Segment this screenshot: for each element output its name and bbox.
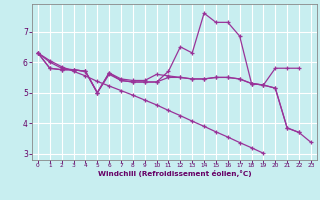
X-axis label: Windchill (Refroidissement éolien,°C): Windchill (Refroidissement éolien,°C) (98, 170, 251, 177)
